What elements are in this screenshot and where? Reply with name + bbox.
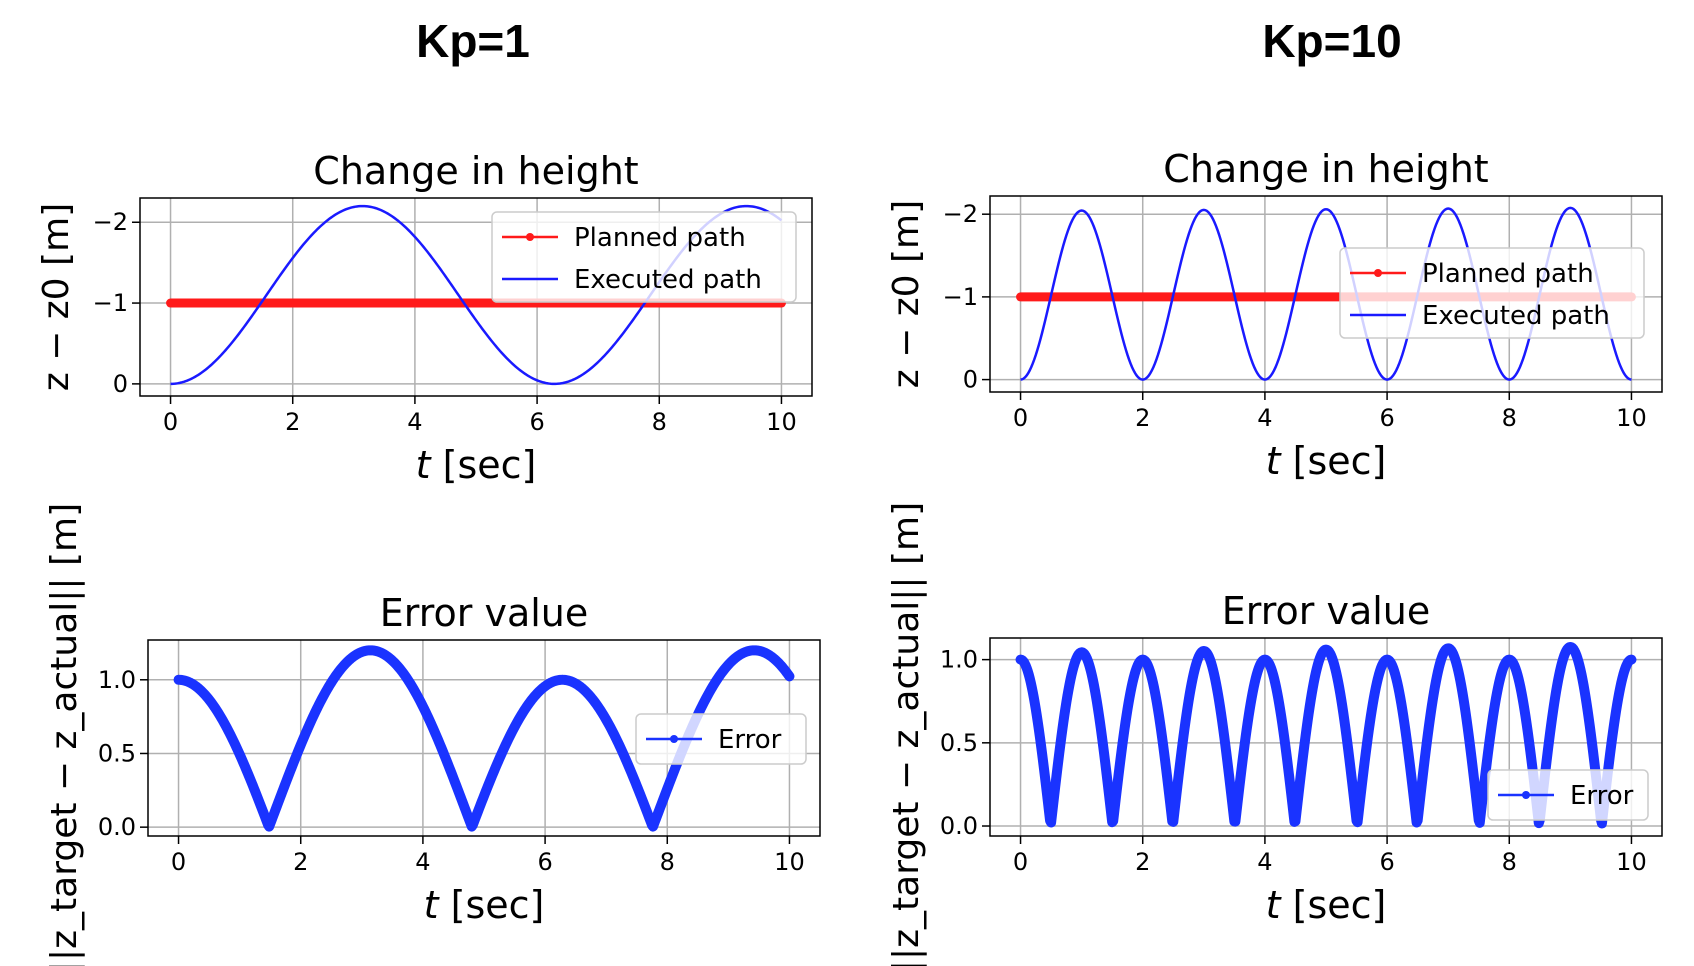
x-tick-label: 2 [1135, 848, 1150, 876]
y-tick-label: −1 [93, 289, 128, 317]
y-tick-label: 0.0 [98, 813, 136, 841]
chart-panel-0: 0 2 4 6 8 10 −2 −1 0 Change in height t [sec] z − z… [36, 149, 813, 487]
x-tick-label: 6 [529, 408, 544, 436]
legend-label-planned: Planned path [574, 223, 746, 253]
y-tick-label: 0.5 [98, 739, 136, 767]
legend-box [491, 211, 797, 303]
column-title-right: Kp=10 [1262, 15, 1402, 67]
x-tick-label: 6 [537, 848, 552, 876]
x-tick-label: 2 [1135, 404, 1150, 432]
x-tick-label: 10 [766, 408, 797, 436]
legend-marker-planned [1374, 269, 1382, 277]
x-tick-label: 10 [1616, 848, 1647, 876]
legend-marker-planned [526, 233, 534, 241]
legend: Planned path Executed path [1339, 247, 1645, 339]
x-axis-label: t [sec] [416, 443, 537, 487]
legend-label-error: Error [1570, 781, 1634, 811]
error-line [1015, 641, 1637, 829]
x-tick-label: 8 [660, 848, 675, 876]
chart-panel-1: 0 2 4 6 8 10 −2 −1 0 Change in height t [sec] z − z… [886, 147, 1663, 483]
chart-panel-3: 0 2 4 6 8 10 0.0 0.5 1.0 Error value t [sec] ||z_ta… [886, 502, 1663, 966]
y-axis-label: z − z0 [m] [36, 203, 77, 391]
y-axis-label: ||z_target − z_actual|| [m] [886, 502, 927, 966]
plot-area [1015, 641, 1637, 829]
x-tick-label: 0 [1013, 848, 1028, 876]
legend: Error [635, 713, 807, 765]
y-tick-label: 0 [963, 366, 978, 394]
x-axis-label: t [sec] [1266, 439, 1387, 483]
y-tick-label: 0.5 [940, 729, 978, 757]
x-tick-label: 8 [652, 408, 667, 436]
y-tick-label: −2 [943, 200, 978, 228]
x-axis-label: t [sec] [1266, 883, 1387, 927]
x-tick-label: 8 [1502, 848, 1517, 876]
x-tick-label: 6 [1379, 404, 1394, 432]
y-tick-label: 1.0 [98, 666, 136, 694]
y-axis-label: ||z_target − z_actual|| [m] [44, 503, 85, 966]
x-tick-label: 0 [163, 408, 178, 436]
legend-box [1339, 247, 1645, 339]
chart-title: Change in height [313, 149, 638, 193]
chart-title: Error value [1222, 589, 1431, 633]
chart-panel-2: 0 2 4 6 8 10 0.0 0.5 1.0 Error value t [sec] ||z_ta… [44, 503, 821, 966]
axes-frame [139, 197, 813, 397]
axes-frame [989, 195, 1663, 393]
x-axis-label: t [sec] [424, 883, 545, 927]
x-tick-label: 2 [285, 408, 300, 436]
x-tick-label: 10 [774, 848, 805, 876]
axes-frame [147, 639, 821, 837]
legend-box [1487, 769, 1649, 821]
x-tick-label: 4 [1257, 848, 1272, 876]
x-tick-label: 8 [1502, 404, 1517, 432]
y-tick-label: −1 [943, 283, 978, 311]
legend-label-executed: Executed path [1422, 301, 1610, 331]
y-tick-label: −2 [93, 208, 128, 236]
x-tick-label: 10 [1616, 404, 1647, 432]
legend-marker-error [1522, 791, 1530, 799]
legend-marker-error [670, 735, 678, 743]
y-axis-label: z − z0 [m] [886, 200, 927, 388]
y-tick-label: 1.0 [940, 646, 978, 674]
x-tick-label: 4 [407, 408, 422, 436]
x-tick-label: 0 [171, 848, 186, 876]
legend-box [635, 713, 807, 765]
x-tick-label: 0 [1013, 404, 1028, 432]
legend: Planned path Executed path [491, 211, 797, 303]
chart-title: Error value [380, 591, 589, 635]
column-title-left: Kp=1 [416, 15, 530, 67]
y-tick-label: 0.0 [940, 812, 978, 840]
legend-label-executed: Executed path [574, 265, 762, 295]
legend-label-error: Error [718, 725, 782, 755]
x-tick-label: 6 [1379, 848, 1394, 876]
legend: Error [1487, 769, 1649, 821]
legend-label-planned: Planned path [1422, 259, 1594, 289]
x-tick-label: 4 [415, 848, 430, 876]
x-tick-label: 4 [1257, 404, 1272, 432]
y-tick-label: 0 [113, 370, 128, 398]
axes-frame [989, 637, 1663, 837]
x-tick-label: 2 [293, 848, 308, 876]
chart-title: Change in height [1163, 147, 1488, 191]
